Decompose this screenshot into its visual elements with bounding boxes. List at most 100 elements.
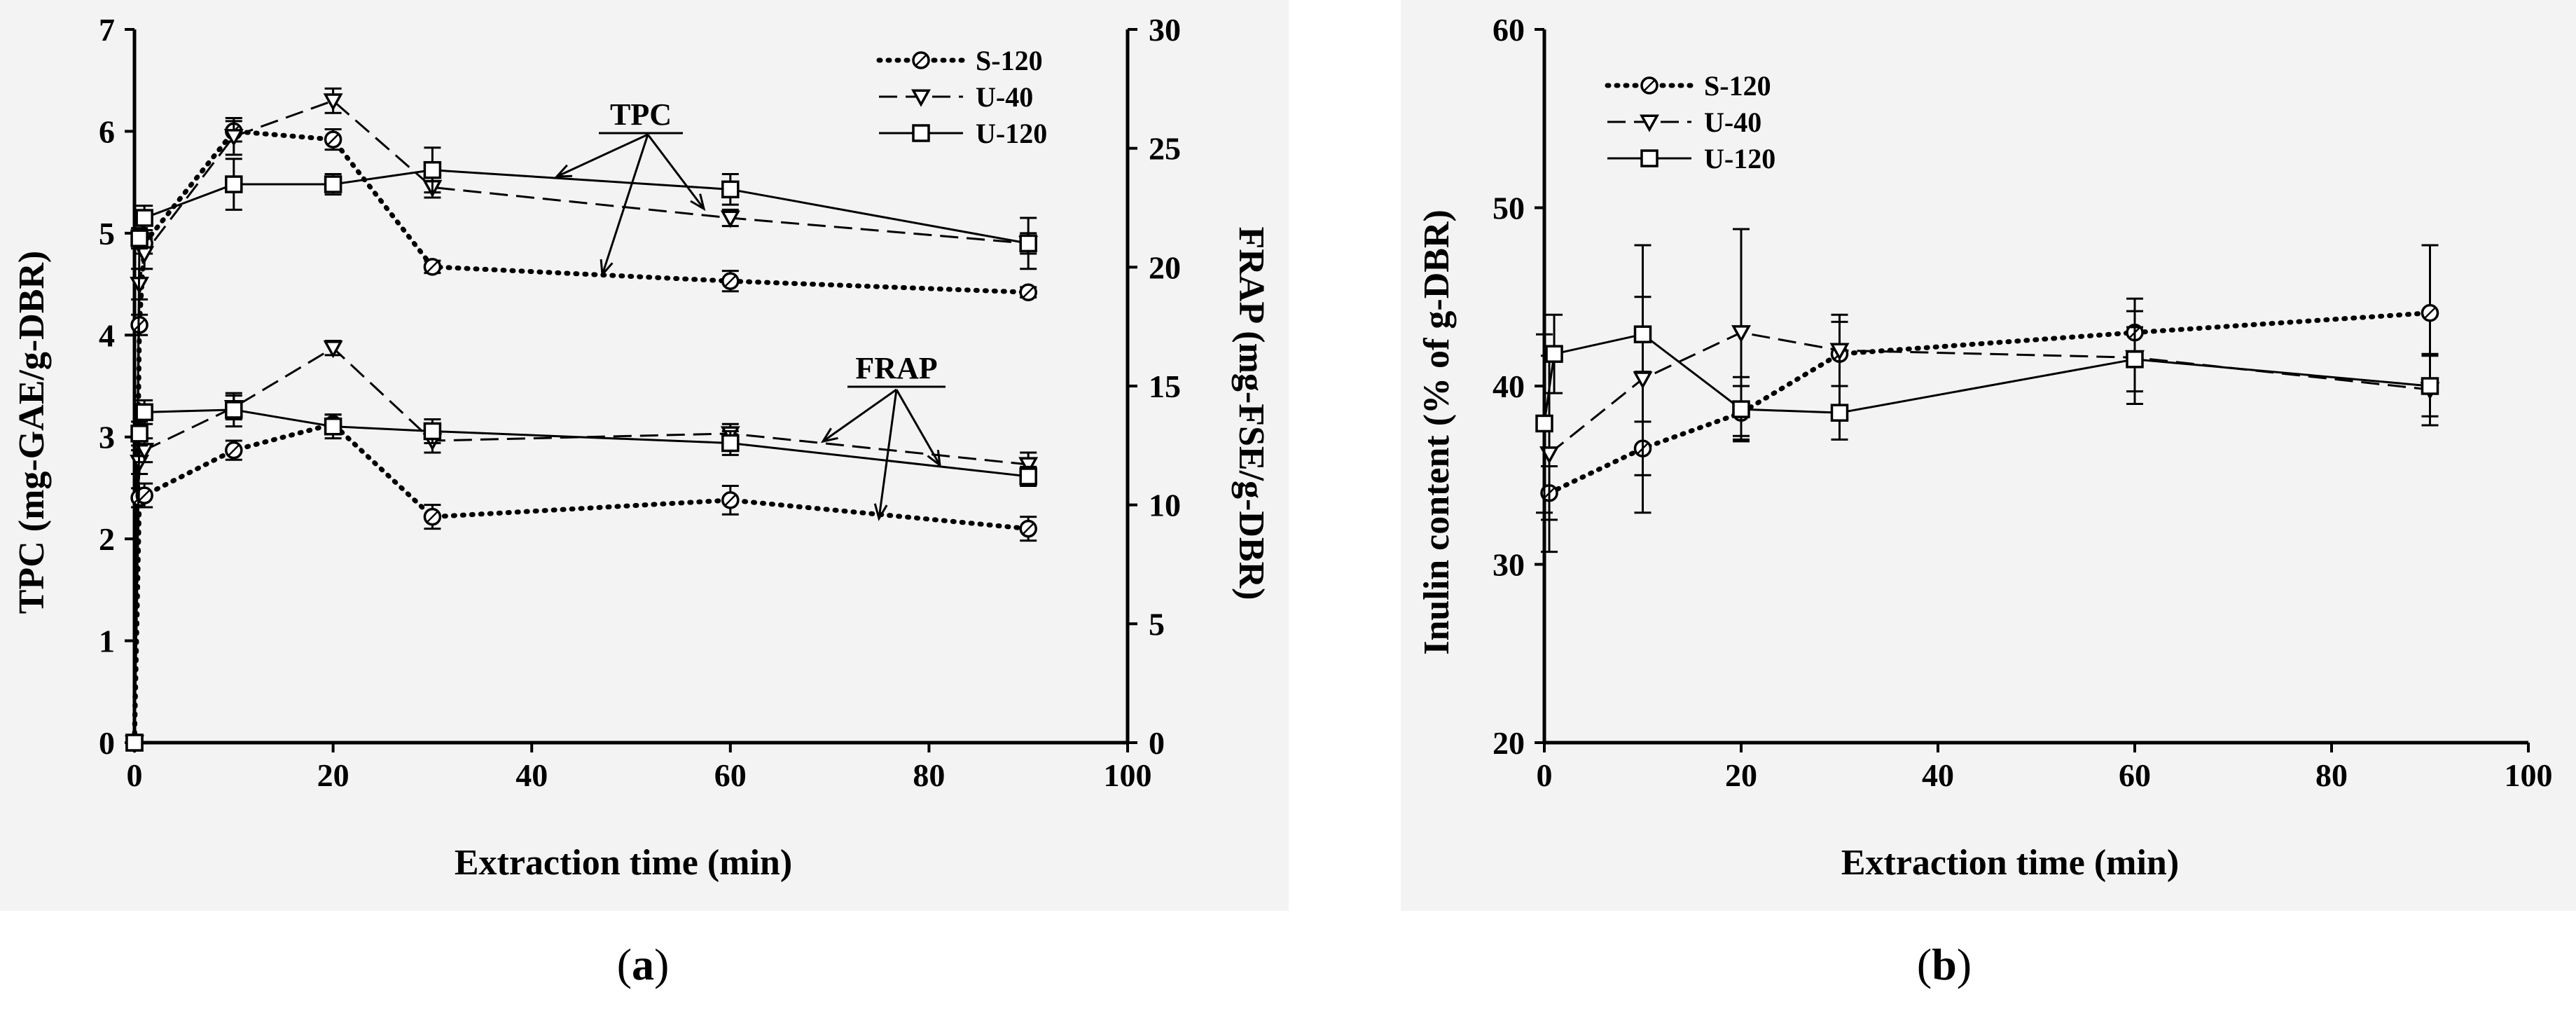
chart-a-x-axis-title: Extraction time (min) xyxy=(455,843,792,883)
chart-b-legend-label: U-40 xyxy=(1704,106,1761,138)
chart-b-x-tick-label: 100 xyxy=(2505,757,2553,793)
chart-a-series-frap-u-120-point xyxy=(125,734,144,752)
chart-a-y-tick-label: 3 xyxy=(99,420,115,455)
chart-a-y2-tick-label: 5 xyxy=(1149,606,1165,642)
chart-a-legend-item: U-40 xyxy=(879,81,1033,113)
chart-a-frap-arrow xyxy=(895,389,941,466)
chart-a-y2-tick-label: 30 xyxy=(1149,12,1181,48)
chart-a-y2-tick-label: 25 xyxy=(1149,131,1181,167)
chart-b-background xyxy=(1401,0,2576,911)
chart-a-legend-label: U-40 xyxy=(976,81,1033,113)
chart-b-legend-item: S-120 xyxy=(1605,70,1771,102)
chart-a-legend-item: S-120 xyxy=(876,45,1043,76)
chart-a-series-frap-u-120-point xyxy=(324,417,342,436)
chart-a-series-tpc-u-120-point xyxy=(225,175,243,193)
chart-a-series-frap-s-120-point-slash xyxy=(724,494,736,506)
chart-a-x-tick-label: 0 xyxy=(127,757,143,793)
chart-b: 0 20 40 60 80 100 20 30 40 50 60 S-120 U-40 U-120 Ext… xyxy=(1401,0,2576,911)
chart-a-frap-arrow xyxy=(878,389,898,519)
chart-a-series-frap-u-120-point xyxy=(130,425,148,443)
chart-a-x-tick-label: 60 xyxy=(714,757,747,793)
chart-a-y-tick-label: 6 xyxy=(99,113,115,149)
chart-a-series-tpc-u-120-point xyxy=(324,175,342,193)
chart-b-legend-marker xyxy=(1640,114,1659,132)
chart-b-legend-label: S-120 xyxy=(1704,70,1771,102)
chart-b-y-axis-title: Inulin content (% of g-DBR) xyxy=(1417,209,1457,655)
chart-b-x-tick-label: 40 xyxy=(1922,757,1954,793)
caption-b-letter: b xyxy=(1932,940,1957,989)
chart-a-annotation-tpc: TPC xyxy=(610,97,672,132)
chart-a-series-frap-u-120-point xyxy=(135,403,153,422)
chart-b-y-tick-label: 20 xyxy=(1493,725,1525,761)
chart-b-legend-item: U-40 xyxy=(1607,106,1761,138)
chart-a-frap-arrow xyxy=(822,388,897,443)
chart-a-series-tpc-s-120-line xyxy=(132,128,1031,745)
chart-b-y-tick-label: 30 xyxy=(1493,547,1525,583)
chart-b-x-tick-label: 0 xyxy=(1537,757,1553,793)
chart-a-series-frap-u-120-point xyxy=(1019,467,1037,486)
chart-a: 0 20 40 60 80 10001234567051015202530S-120U-4… xyxy=(0,0,1289,911)
chart-a-x-tick-label: 20 xyxy=(317,757,349,793)
chart-a-series-frap-s-120-point-slash xyxy=(427,511,438,523)
chart-a-frap-arrow-head xyxy=(820,427,838,443)
chart-a-series-tpc-u-40-point xyxy=(223,129,244,147)
chart-a-series-frap-u-40-point xyxy=(323,340,343,359)
chart-a-y2-tick-label: 15 xyxy=(1149,369,1181,404)
chart-b-plot: 0 20 40 60 80 100 20 30 40 50 60 S-120 U-40 U-120 xyxy=(1493,12,2553,793)
chart-a-y-tick-label: 0 xyxy=(99,725,115,761)
chart-a-x-tick-label: 40 xyxy=(515,757,548,793)
chart-a-series-frap-s-120-point-slash xyxy=(228,444,240,456)
chart-a-legend-label: U-120 xyxy=(976,118,1047,149)
chart-a-x-tick-label: 80 xyxy=(913,757,945,793)
chart-b-series-u-120-point xyxy=(1545,345,1563,363)
chart-a-y2-axis-title: FRAP (mg-FSE/g-DBR) xyxy=(1231,227,1271,600)
chart-a-series-tpc-u-40-point xyxy=(134,246,155,264)
chart-a-series-frap-u-40-point xyxy=(134,443,155,461)
chart-b-series-u-120-point xyxy=(1633,325,1652,343)
chart-b-legend-marker xyxy=(1640,149,1659,167)
svg-text:(a): (a) xyxy=(617,940,670,989)
chart-a-y-axis-title: TPC (mg-GAE/g-DBR) xyxy=(12,251,52,614)
chart-a-tpc-arrow xyxy=(601,134,649,275)
chart-a-tpc-arrow xyxy=(556,133,649,178)
caption-a-letter: a xyxy=(632,940,654,989)
chart-b-series-u-120-point xyxy=(1535,414,1553,433)
chart-a-series-frap-u-120-point xyxy=(423,422,442,441)
chart-b-legend-marker-slash xyxy=(1644,80,1655,91)
chart-b-series-u-120-point xyxy=(2126,350,2144,369)
chart-b-x-axis-title: Extraction time (min) xyxy=(1841,843,2179,883)
chart-b-series-u-120 xyxy=(1535,296,2439,514)
chart-b-series-s-120-point-slash xyxy=(2424,307,2436,319)
chart-a-frap-arrow-head xyxy=(927,449,941,468)
chart-b-series-u-120-point xyxy=(2421,377,2439,395)
chart-a-annotation-frap: FRAP xyxy=(855,351,937,385)
chart-a-plot: 0 20 40 60 80 10001234567051015202530S-120U-4… xyxy=(99,12,1181,793)
chart-a-tpc-arrow-head xyxy=(554,164,573,178)
chart-b-legend-label: U-120 xyxy=(1704,143,1775,174)
chart-a-y2-tick-label: 0 xyxy=(1149,725,1165,761)
chart-b-series-u-120-point xyxy=(1732,400,1750,418)
chart-a-legend-item: U-120 xyxy=(879,118,1047,149)
chart-a-series-frap-s-120-point-slash xyxy=(139,490,151,501)
chart-a-background xyxy=(0,0,1289,911)
chart-a-series-frap-u-120-point xyxy=(721,434,740,453)
chart-a-series-tpc-u-120-point xyxy=(135,209,153,227)
chart-a-legend-marker xyxy=(912,124,930,142)
chart-a-series-frap-u-40-point xyxy=(1018,457,1039,475)
chart-b-series-u-120-point xyxy=(1830,404,1849,422)
chart-b-series-u-40-point xyxy=(1829,343,1850,361)
chart-a-series-tpc-s-120-point-slash xyxy=(724,275,736,287)
chart-a-y-tick-label: 4 xyxy=(99,317,115,353)
chart-a-y-tick-label: 7 xyxy=(99,12,115,48)
chart-a-series-tpc-s-120-point-slash xyxy=(427,261,438,273)
chart-a-series-tpc-u-120-point xyxy=(1019,234,1037,253)
chart-a-series-frap-u-120 xyxy=(125,392,1037,752)
chart-a-series-tpc-s-120-point-slash xyxy=(327,134,339,145)
chart-a-series-tpc-u-40-point xyxy=(720,210,740,228)
caption-a: (a) xyxy=(617,940,670,989)
chart-b-y-tick-label: 40 xyxy=(1493,369,1525,404)
svg-text:(b): (b) xyxy=(1917,940,1972,989)
chart-a-x-tick-label: 100 xyxy=(1104,757,1152,793)
chart-b-legend-item: U-120 xyxy=(1607,143,1775,174)
